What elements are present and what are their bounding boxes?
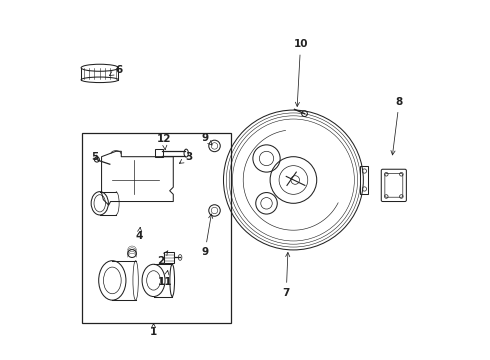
Text: 6: 6 (109, 64, 122, 76)
Text: 8: 8 (391, 97, 403, 155)
Bar (82, 134, 231, 323)
Text: 12: 12 (157, 134, 171, 150)
Bar (155, 149, 163, 157)
Text: 4: 4 (136, 228, 143, 240)
Text: 1: 1 (150, 324, 157, 337)
Text: 9: 9 (201, 214, 213, 257)
Text: 11: 11 (158, 270, 172, 287)
Text: 2: 2 (157, 251, 168, 266)
Text: 10: 10 (294, 40, 308, 107)
Text: 5: 5 (92, 152, 98, 162)
Text: 3: 3 (179, 152, 193, 163)
Text: 9: 9 (201, 133, 212, 145)
Text: 7: 7 (283, 252, 290, 298)
Bar (361, 166, 368, 194)
Bar (164, 252, 173, 263)
